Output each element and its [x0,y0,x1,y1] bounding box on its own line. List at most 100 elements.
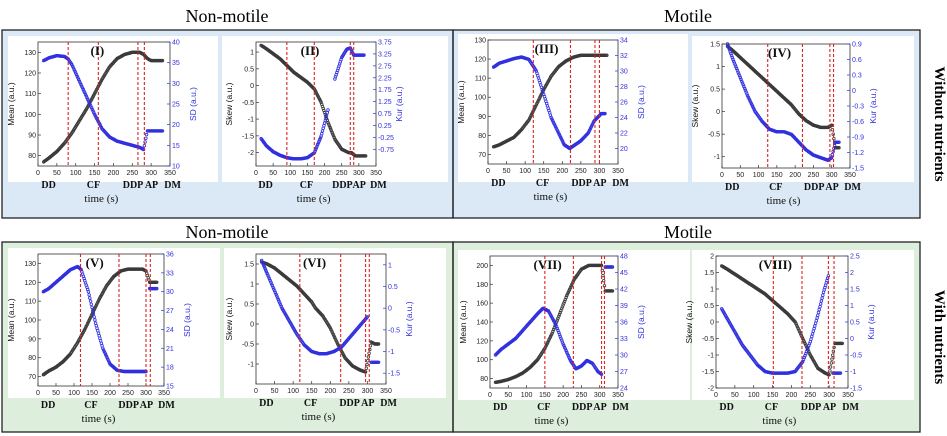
y-tick-label: 0 [716,109,720,116]
y2-tick-label: 0.25 [378,123,392,130]
y2-axis-label: Kur (a.u.) [868,88,878,124]
x-axis-label: time (s) [84,193,118,205]
phase-label-cf: CF [84,400,97,411]
data-point [327,124,332,128]
data-point [92,315,96,319]
data-point [560,307,564,311]
data-point [749,101,753,106]
data-point [87,101,91,105]
y2-tick-label: 35 [172,60,180,67]
x-tick-label: 50 [52,390,60,397]
y-tick-label: 1.5 [244,262,254,269]
panel-label: (I) [91,43,105,58]
data-point [830,155,834,160]
data-point [794,321,798,326]
y-axis-label: Mean (a.u.) [458,300,468,344]
data-point [85,96,89,100]
data-point [560,340,565,344]
data-point [104,354,109,358]
x-tick-label: 150 [89,170,101,177]
data-point [796,326,800,331]
phase-label-dm: DM [164,180,181,191]
x-tick-label: 100 [748,392,760,399]
phase-label-ap: AP [593,178,606,189]
data-point [738,75,742,80]
data-point [555,318,559,322]
phase-label-dm: DM [844,182,861,193]
phase-label-dd: DD [725,182,739,193]
phase-label-ap: AP [353,180,366,191]
data-point [555,326,559,331]
panel-8: 0 50 100 150 200 250 300 350 -2 -1.5 -1 -0.5 0 0.5 1 1.… [684,250,914,427]
x-tick-label: 0 [714,392,718,399]
data-point [600,268,604,273]
x-tick-label: 150 [539,392,551,399]
data-point [730,55,734,60]
data-point [550,331,554,335]
y2-axis-label: Kur (a.u.) [394,86,404,122]
y2-tick-label: 3.75 [378,40,392,47]
y-tick-label: 80 [478,133,486,140]
y-tick-label: 0 [710,320,714,327]
x-tick-label: 50 [269,170,277,177]
y2-tick-label: 27 [166,308,174,315]
data-point [837,140,841,144]
y2-axis-label: SD (a.u.) [636,305,646,339]
data-point [734,64,738,69]
x-tick-label: 0 [720,172,724,179]
series-mean [491,53,609,149]
x-tick-label: 350 [164,170,176,177]
data-point [805,346,809,351]
data-point [328,125,332,130]
y2-tick-label: 36 [166,252,174,259]
data-point [376,360,381,364]
x-tick-label: 200 [108,170,120,177]
x-tick-label: 0 [488,392,492,399]
phase-label-cf: CF [300,180,313,191]
data-point [91,312,96,316]
series-kur [725,42,841,162]
phase-label-dd: DD [719,402,733,413]
data-point [816,310,821,315]
y2-tick-label: 28 [620,84,628,91]
y-tick-label: 100 [24,112,36,119]
data-point [88,296,92,300]
data-point [313,149,317,153]
y-tick-label: 90 [28,133,36,140]
y2-tick-label: 20 [620,146,628,153]
data-point [272,287,276,291]
x-tick-label: 100 [70,170,82,177]
y-tick-label: 110 [25,91,36,98]
phase-label-ddp: DDP [571,178,592,189]
y2-tick-label: -0.5 [850,353,862,360]
data-point [329,129,334,133]
x-tick-label: 50 [504,392,512,399]
data-point [91,109,95,113]
x-axis-label: time (s) [82,413,116,425]
data-point [76,77,81,82]
phase-label-ddp: DDP [339,398,360,409]
phase-label-cf: CF [304,398,317,409]
x-tick-label: 250 [804,392,816,399]
series-kur [720,274,843,375]
x-tick-label: 150 [767,392,779,399]
y2-tick-label: 30 [620,69,628,76]
y2-tick-label: 26 [620,100,628,107]
x-tick-label: 300 [823,392,835,399]
x-tick-label: 100 [753,172,765,179]
data-point [335,340,339,345]
data-point [275,296,280,300]
panel-label: (VII) [534,257,562,272]
y2-tick-label: -1.5 [850,386,862,393]
panel-6-background [224,248,446,398]
data-point [79,82,83,87]
data-point [566,353,570,358]
x-tick-label: 100 [284,170,296,177]
y2-tick-label: 0 [852,88,856,95]
y-tick-label: 80 [28,153,36,160]
data-point [819,299,824,303]
y2-tick-label: 1.5 [850,287,860,294]
data-point [840,341,844,346]
x-tick-label: 200 [324,388,336,395]
x-tick-label: 0 [254,388,258,395]
